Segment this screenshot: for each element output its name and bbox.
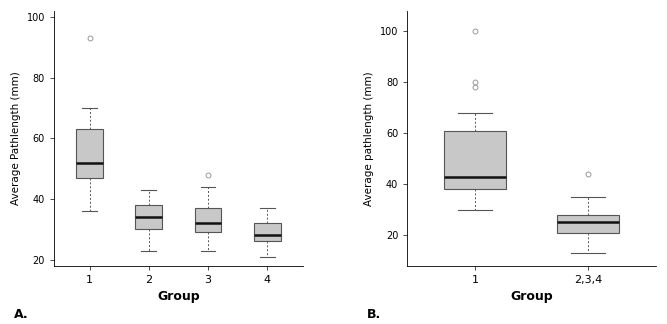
Text: B.: B. (367, 308, 382, 321)
Bar (444, 131, 506, 189)
X-axis label: Group: Group (510, 290, 553, 303)
Text: A.: A. (14, 308, 29, 321)
Bar (195, 208, 221, 232)
Y-axis label: Average Pathlength (mm): Average Pathlength (mm) (11, 72, 21, 205)
Bar (76, 129, 103, 178)
X-axis label: Group: Group (157, 290, 199, 303)
Bar (254, 223, 281, 241)
Bar (557, 215, 619, 233)
Bar (135, 205, 162, 229)
Y-axis label: Average pathlength (mm): Average pathlength (mm) (364, 71, 374, 206)
